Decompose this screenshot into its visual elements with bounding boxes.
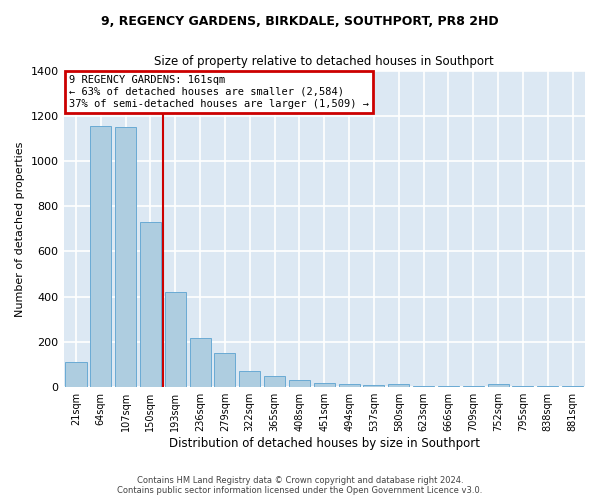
Bar (115, 127, 136, 387)
Bar (65, 362, 86, 387)
Bar (190, 338, 211, 387)
Y-axis label: Number of detached properties: Number of detached properties (15, 141, 25, 316)
Bar (338, 384, 359, 387)
Bar (165, 292, 186, 387)
Bar (239, 372, 260, 387)
Bar (438, 386, 459, 387)
Bar (463, 386, 484, 387)
Text: 9 REGENCY GARDENS: 161sqm
← 63% of detached houses are smaller (2,584)
37% of se: 9 REGENCY GARDENS: 161sqm ← 63% of detac… (69, 76, 369, 108)
Bar (289, 380, 310, 387)
Text: Contains HM Land Registry data © Crown copyright and database right 2024.
Contai: Contains HM Land Registry data © Crown c… (118, 476, 482, 495)
Bar (537, 386, 559, 387)
Bar (140, 222, 161, 387)
Bar (314, 382, 335, 387)
Bar (364, 385, 385, 387)
Bar (413, 386, 434, 387)
Bar (562, 386, 583, 387)
Bar (488, 384, 509, 387)
X-axis label: Distribution of detached houses by size in Southport: Distribution of detached houses by size … (169, 437, 480, 450)
Text: 9, REGENCY GARDENS, BIRKDALE, SOUTHPORT, PR8 2HD: 9, REGENCY GARDENS, BIRKDALE, SOUTHPORT,… (101, 15, 499, 28)
Bar (512, 386, 533, 387)
Title: Size of property relative to detached houses in Southport: Size of property relative to detached ho… (154, 55, 494, 68)
Bar (214, 353, 235, 387)
Bar (90, 126, 112, 387)
Bar (388, 384, 409, 387)
Bar (264, 376, 285, 387)
